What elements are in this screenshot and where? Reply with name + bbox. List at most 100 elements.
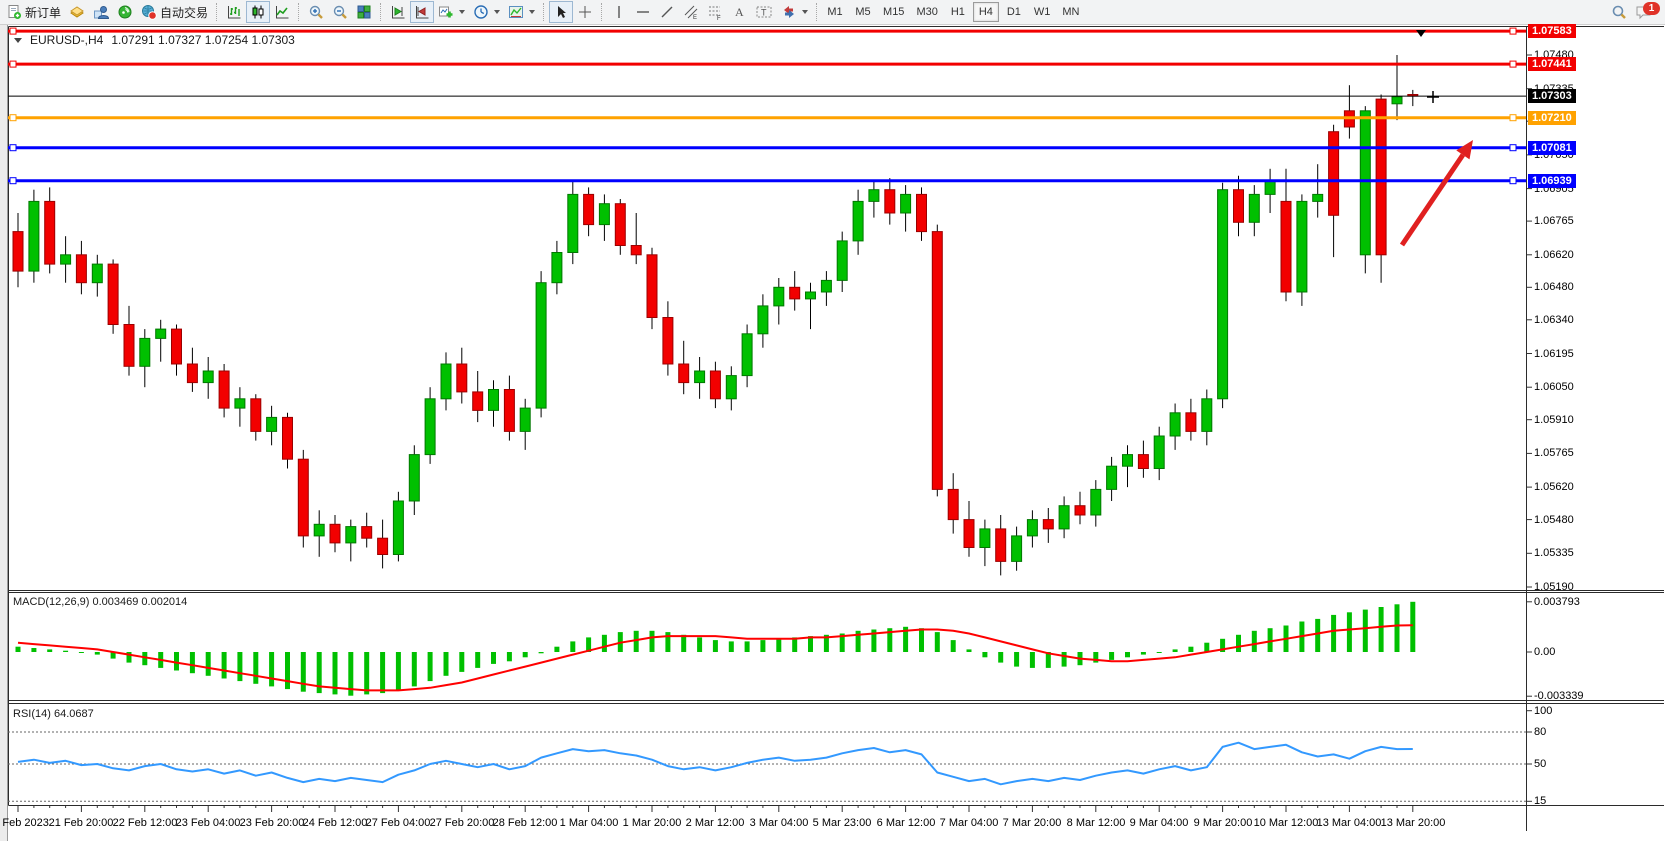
price-badge-1.06939[interactable]: 1.06939 xyxy=(1528,174,1576,188)
tile-windows-button[interactable] xyxy=(352,1,376,23)
crosshair-button[interactable] xyxy=(573,1,597,23)
chart-shift-button[interactable] xyxy=(386,1,410,23)
auto-scroll-button[interactable] xyxy=(410,1,435,23)
line-chart-button[interactable] xyxy=(270,1,294,23)
indicators-button[interactable] xyxy=(434,1,469,23)
timeframe-m15-button[interactable]: M15 xyxy=(878,2,909,22)
time-label: 1 Mar 20:00 xyxy=(622,817,682,829)
chart-title-expand-icon[interactable] xyxy=(14,37,22,43)
timeframe-w1-button[interactable]: W1 xyxy=(1029,2,1056,22)
time-label: 1 Mar 04:00 xyxy=(559,817,619,829)
chart-background xyxy=(8,25,1665,841)
macd-axis-label: 0.00 xyxy=(1534,646,1556,658)
price-badge-1.07441[interactable]: 1.07441 xyxy=(1528,57,1576,71)
price-axis-label: 1.05335 xyxy=(1534,547,1574,559)
price-axis-label: 1.05765 xyxy=(1534,447,1574,459)
price-badge-1.07210[interactable]: 1.07210 xyxy=(1528,111,1576,125)
fibonacci-button[interactable]: F xyxy=(703,1,727,23)
zoom-in-button[interactable] xyxy=(304,1,328,23)
vertical-line-button[interactable] xyxy=(607,1,631,23)
chart-ohlc-values: 1.07291 1.07327 1.07254 1.07303 xyxy=(111,33,295,47)
time-label: 5 Mar 23:00 xyxy=(812,817,872,829)
price-badge-1.07583[interactable]: 1.07583 xyxy=(1528,24,1576,38)
time-label: 6 Mar 12:00 xyxy=(876,817,936,829)
text-button[interactable]: A xyxy=(727,1,751,23)
market-watch-button[interactable] xyxy=(65,1,89,23)
toolbar-separator xyxy=(298,3,300,21)
navigator-button[interactable] xyxy=(89,1,113,23)
templates-icon xyxy=(509,6,524,18)
periods-button[interactable] xyxy=(469,1,504,23)
templates-button[interactable] xyxy=(504,1,539,23)
timeframe-group: M1 M5 M15 M30 H1 H4 D1 W1 MN xyxy=(822,2,1084,22)
price-badge-1.07081[interactable]: 1.07081 xyxy=(1528,141,1576,155)
vertical-line-icon xyxy=(618,6,620,18)
arrows-button[interactable] xyxy=(777,1,812,23)
cursor-icon xyxy=(558,6,567,18)
svg-text:F: F xyxy=(717,16,721,20)
trendline-button[interactable] xyxy=(655,1,679,23)
text-label-icon: T xyxy=(756,6,772,18)
window-left-gutter xyxy=(0,25,8,841)
signals-button[interactable] xyxy=(113,1,137,23)
time-label: 23 Feb 04:00 xyxy=(175,817,241,829)
candlestick-chart-icon xyxy=(252,5,264,19)
macd-axis-label: -0.003339 xyxy=(1534,690,1584,702)
search-button[interactable] xyxy=(1607,1,1631,23)
text-label-button[interactable]: T xyxy=(751,1,777,23)
price-axis-label: 1.06050 xyxy=(1534,381,1574,393)
tile-windows-icon xyxy=(357,5,371,19)
toolbar-separator xyxy=(816,3,818,21)
time-label: 3 Mar 04:00 xyxy=(749,817,809,829)
time-label: 13 Mar 20:00 xyxy=(1380,817,1446,829)
notifications-button[interactable]: 1 xyxy=(1631,1,1660,23)
macd-axis-label: 0.003793 xyxy=(1534,596,1580,608)
timeframe-mn-button[interactable]: MN xyxy=(1057,2,1084,22)
svg-text:E: E xyxy=(693,15,697,20)
time-label: 28 Feb 12:00 xyxy=(492,817,558,829)
toolbar-separator xyxy=(543,3,545,21)
autotrading-button[interactable]: 自动交易 xyxy=(137,1,212,23)
time-label: 9 Mar 04:00 xyxy=(1129,817,1189,829)
timeframe-h1-button[interactable]: H1 xyxy=(945,2,971,22)
arrows-icon xyxy=(784,6,795,18)
equidistant-channel-button[interactable]: E xyxy=(679,1,703,23)
autotrading-icon xyxy=(142,5,157,20)
autotrading-label: 自动交易 xyxy=(160,5,209,20)
svg-text:A: A xyxy=(735,5,744,19)
rsi-axis-label: 100 xyxy=(1534,705,1553,717)
dropdown-caret-icon xyxy=(529,10,536,14)
crosshair-icon xyxy=(579,6,592,18)
time-label: 13 Mar 04:00 xyxy=(1316,817,1382,829)
timeframe-h4-button[interactable]: H4 xyxy=(972,2,999,22)
price-axis-label: 1.05620 xyxy=(1534,481,1574,493)
timeframe-m5-button[interactable]: M5 xyxy=(850,2,876,22)
candlestick-chart-button[interactable] xyxy=(246,1,271,23)
horizontal-line-icon xyxy=(637,11,650,13)
rsi-axis-label: 80 xyxy=(1534,726,1547,738)
auto-scroll-icon xyxy=(416,6,429,19)
price-badge-1.07303[interactable]: 1.07303 xyxy=(1528,89,1576,103)
dropdown-caret-icon xyxy=(459,10,466,14)
dropdown-caret-icon xyxy=(494,10,501,14)
trendline-icon xyxy=(661,6,673,18)
price-axis-label: 1.06340 xyxy=(1534,314,1574,326)
market-watch-icon xyxy=(70,6,84,18)
price-axis-label: 1.06765 xyxy=(1534,215,1574,227)
time-label: 27 Feb 20:00 xyxy=(429,817,495,829)
new-order-button[interactable]: 新订单 xyxy=(2,1,65,23)
new-order-icon xyxy=(8,5,21,19)
horizontal-line-button[interactable] xyxy=(631,1,655,23)
text-icon: A xyxy=(735,5,744,19)
toolbar-separator xyxy=(216,3,218,21)
dropdown-caret-icon xyxy=(802,10,809,14)
timeframe-d1-button[interactable]: D1 xyxy=(1001,2,1027,22)
timeframe-m1-button[interactable]: M1 xyxy=(822,2,848,22)
bar-chart-button[interactable] xyxy=(222,1,246,23)
rsi-indicator-label: RSI(14) 64.0687 xyxy=(13,708,94,720)
price-axis-label: 1.06195 xyxy=(1534,348,1574,360)
timeframe-m30-button[interactable]: M30 xyxy=(911,2,942,22)
zoom-out-button[interactable] xyxy=(328,1,352,23)
cursor-button[interactable] xyxy=(549,1,574,23)
